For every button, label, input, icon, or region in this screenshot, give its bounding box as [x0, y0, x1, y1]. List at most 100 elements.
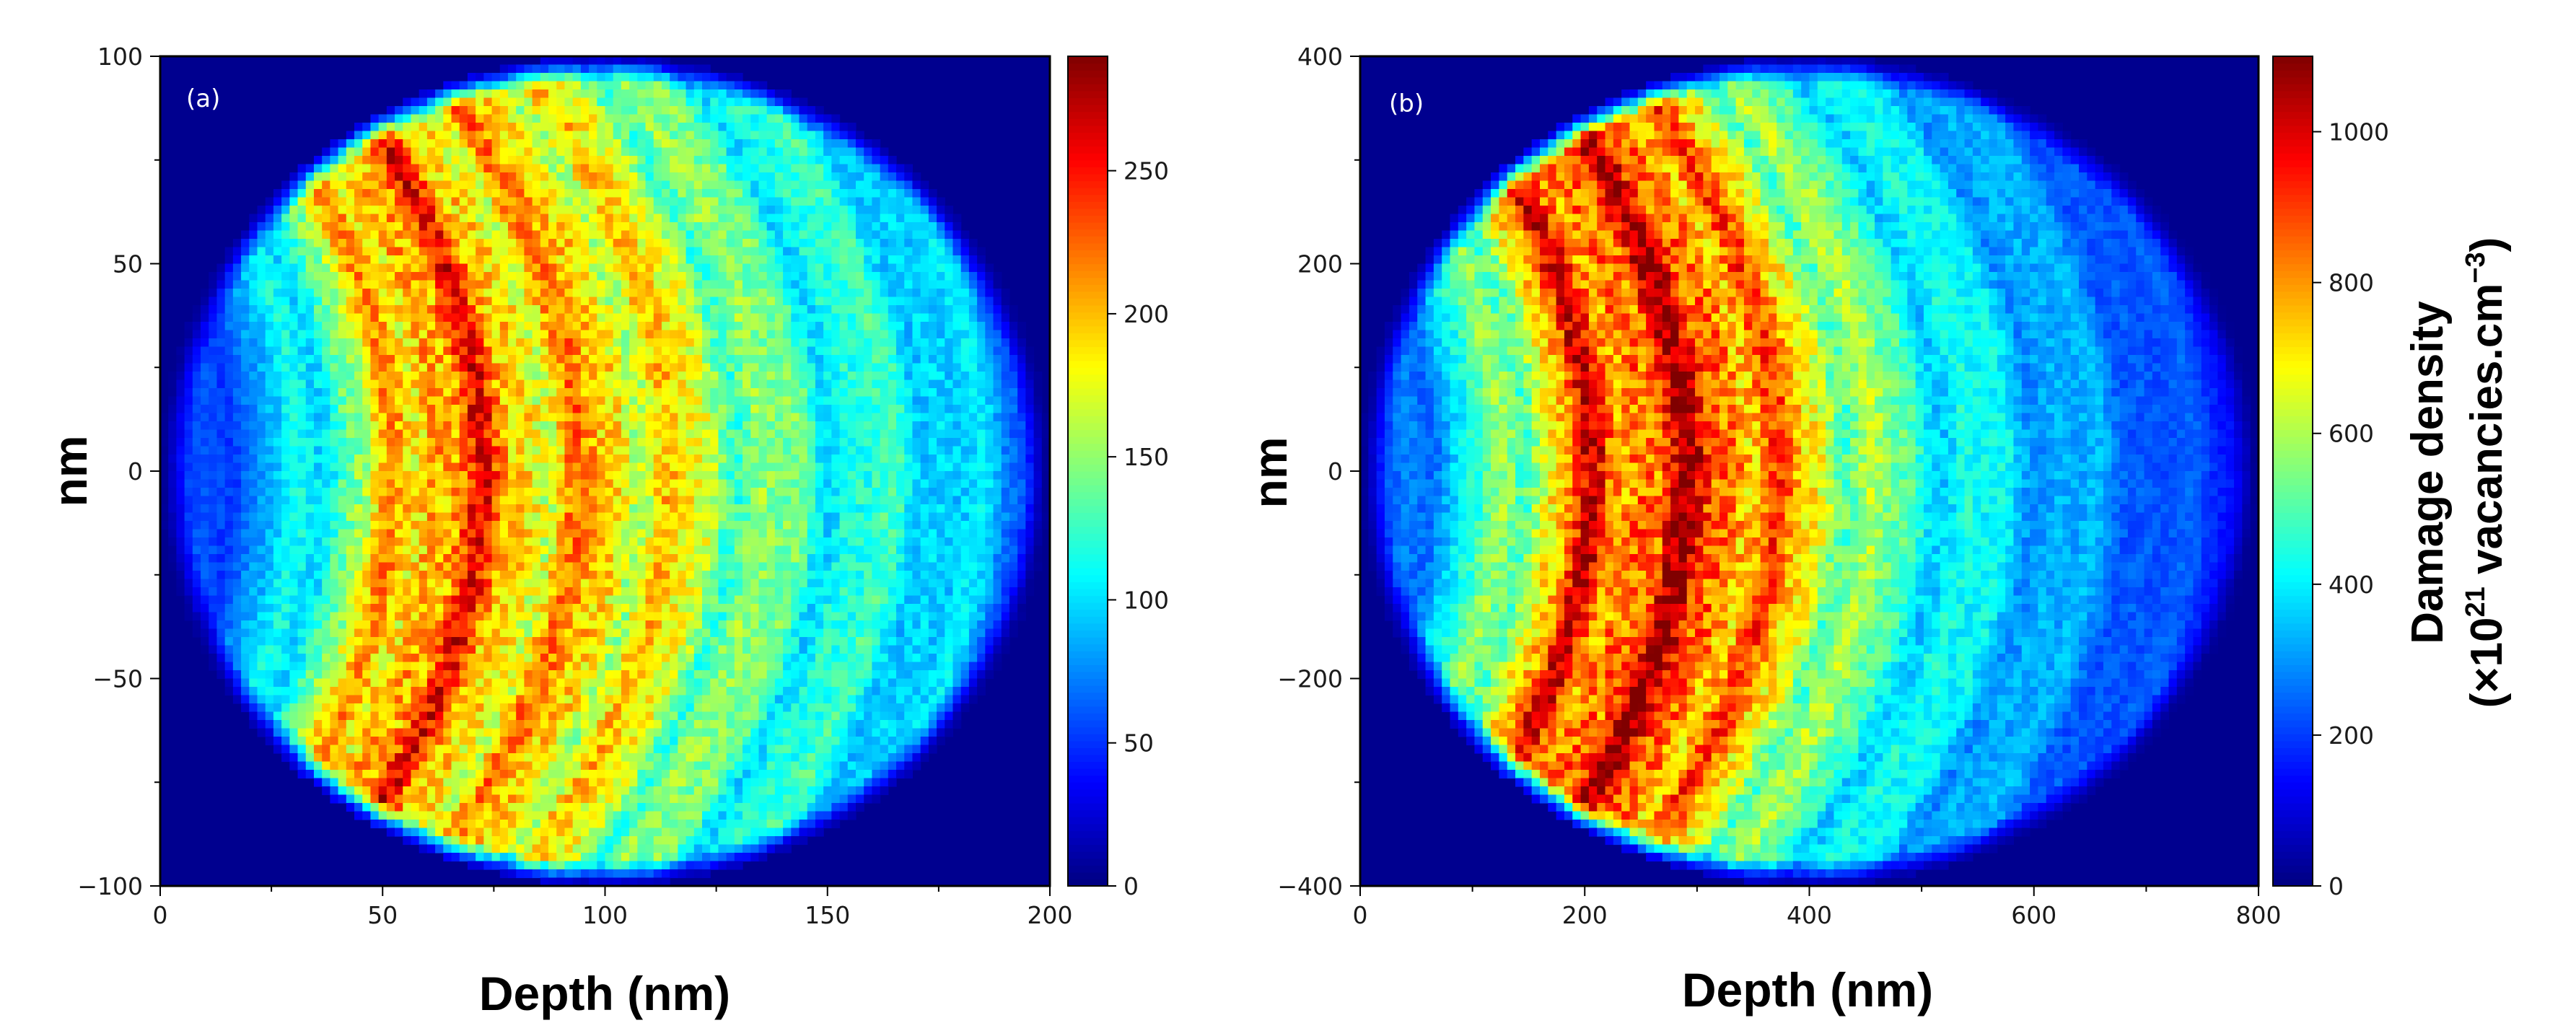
heat-cell-a [726, 73, 735, 82]
heat-cell-a [403, 405, 412, 414]
heat-cell-a [774, 438, 784, 447]
heat-cell-a [532, 239, 541, 248]
heat-cell-a [201, 471, 209, 480]
heat-cell-a [459, 446, 468, 455]
heat-cell-a [281, 421, 290, 431]
heat-cell-a [386, 421, 395, 431]
heat-cell-a [653, 164, 662, 173]
heat-cell-a [232, 338, 242, 348]
heat-cell-a [629, 222, 638, 232]
heat-cell-a [483, 81, 493, 90]
heat-cell-a [209, 504, 218, 514]
heat-cell-a [702, 97, 711, 107]
heat-cell-a [305, 322, 315, 331]
heat-cell-a [693, 504, 703, 514]
heat-cell-a [540, 421, 549, 431]
heat-cell-a [499, 214, 509, 223]
heat-cell-a [249, 263, 258, 273]
heat-cell-a [516, 239, 525, 248]
heat-cell-a [499, 73, 509, 82]
heat-cell-a [637, 131, 647, 140]
heat-cell-a [928, 413, 937, 422]
heat-cell-a [783, 106, 792, 115]
heat-cell-a [807, 289, 816, 298]
heat-cell-a [330, 280, 339, 289]
heat-cell-a [766, 446, 776, 455]
heat-cell-a [589, 263, 597, 273]
heat-cell-a [289, 346, 299, 356]
heat-cell-a [370, 479, 380, 488]
heat-cell-a [815, 131, 824, 140]
heat-cell-a [532, 346, 541, 356]
heat-cell-a [370, 363, 380, 372]
heat-cell-a [758, 379, 768, 389]
heat-cell-a [904, 438, 914, 447]
heat-cell-a [411, 496, 420, 505]
heat-cell-a [160, 462, 169, 472]
heat-cell-a [605, 297, 614, 306]
heat-cell-a [653, 97, 662, 107]
heat-cell-a [653, 289, 662, 298]
heat-cell-a [888, 405, 897, 414]
heat-cell-a [597, 504, 606, 514]
heat-cell-a [783, 206, 792, 215]
heat-cell-a [815, 429, 824, 439]
heat-cell-a [937, 214, 945, 223]
heat-cell-a [653, 405, 662, 414]
heat-cell-a [232, 496, 242, 505]
heat-cell-a [589, 479, 597, 488]
heat-cell-a [265, 247, 274, 256]
heat-cell-a [912, 421, 921, 431]
heat-cell-a [718, 147, 727, 157]
heat-cell-a [702, 222, 711, 232]
heat-cell-a [920, 197, 929, 206]
heat-cell-a [661, 197, 670, 206]
heat-cell-a [257, 471, 266, 480]
heat-cell-a [670, 131, 678, 140]
heat-cell-a [799, 396, 808, 405]
heat-cell-a [483, 156, 493, 165]
heat-cell-a [330, 438, 339, 447]
heat-cell-a [305, 446, 315, 455]
heat-cell-a [548, 89, 557, 99]
heat-cell-a [580, 106, 590, 115]
heat-cell-a [378, 429, 387, 439]
heat-cell-a [839, 488, 849, 497]
heat-cell-a [411, 479, 420, 488]
heat-cell-a [467, 471, 476, 480]
heat-cell-a [281, 297, 290, 306]
heat-cell-a [467, 180, 476, 190]
heat-cell-a [645, 214, 654, 223]
heat-cell-a [378, 496, 387, 505]
heat-cell-a [532, 189, 541, 198]
heat-cell-a [653, 206, 662, 215]
heat-cell-a [912, 239, 921, 248]
heat-cell-a [281, 222, 290, 232]
heat-cell-a [734, 372, 743, 381]
heat-cell-a [823, 305, 832, 315]
heat-cell-a [370, 455, 380, 464]
heat-cell-a [1033, 512, 1043, 522]
heat-cell-a [168, 388, 178, 398]
heat-cell-a [516, 247, 525, 256]
heat-cell-a [799, 106, 808, 115]
heat-cell-a [847, 230, 857, 240]
heat-cell-a [605, 164, 614, 173]
heat-cell-a [516, 164, 525, 173]
heat-cell-a [823, 189, 832, 198]
heat-cell-a [483, 322, 493, 331]
heat-cell-a [670, 247, 678, 256]
heat-cell-a [241, 230, 250, 240]
heat-cell-a [507, 147, 517, 157]
heat-cell-a [685, 396, 695, 405]
heat-cell-a [791, 280, 800, 289]
heat-cell-a [540, 471, 549, 480]
heat-cell-a [184, 479, 193, 488]
heat-cell-a [451, 297, 460, 306]
heat-cell-a [734, 106, 743, 115]
heat-cell-a [386, 239, 395, 248]
heat-cell-a [572, 89, 582, 99]
heat-cell-a [904, 313, 914, 322]
heat-cell-a [273, 446, 282, 455]
heat-cell-a [216, 263, 226, 273]
